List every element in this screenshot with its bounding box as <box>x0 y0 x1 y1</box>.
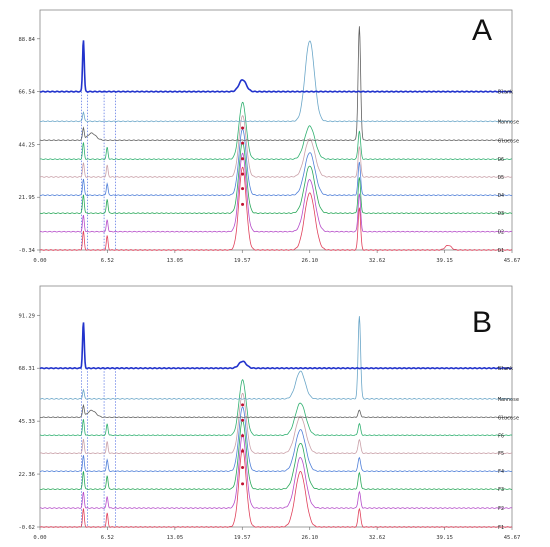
x-tick-label: 39.15 <box>436 258 453 264</box>
x-tick-label: 45.67 <box>504 258 521 264</box>
x-tick-label: 32.62 <box>369 535 386 541</box>
trace-label: D5 <box>498 175 504 181</box>
trace-glucose <box>39 403 513 419</box>
trace-f6 <box>39 379 513 437</box>
y-tick-label: -0.34 <box>18 248 35 254</box>
peak-marker <box>241 403 245 407</box>
trace-d5 <box>39 115 513 178</box>
trace-label: D3 <box>498 211 504 217</box>
peak-marker <box>241 187 245 191</box>
x-tick-label: 13.05 <box>167 535 184 541</box>
x-tick-label: 32.62 <box>369 258 386 264</box>
x-tick-label: 6.52 <box>101 535 114 541</box>
trace-label: Glucose <box>498 138 519 144</box>
trace-label: Glucose <box>498 415 519 421</box>
trace-label: F4 <box>498 469 504 475</box>
peak-marker <box>241 202 245 206</box>
y-tick-label: 88.84 <box>18 37 35 43</box>
panel-letter: B <box>472 306 492 339</box>
peak-marker <box>241 157 245 161</box>
trace-label: Blank <box>498 90 513 96</box>
trace-label: F1 <box>498 525 504 531</box>
trace-label: F2 <box>498 506 504 512</box>
y-tick-label: 68.31 <box>18 366 35 372</box>
trace-d2 <box>39 152 513 233</box>
peak-marker <box>241 482 245 486</box>
x-tick-label: 0.00 <box>33 535 46 541</box>
panel-a: -0.34 21.95 44.25 66.54 88.84 0.00 6.52 13.05 19… <box>18 9 521 264</box>
x-tick-label: 45.67 <box>504 535 521 541</box>
trace-blank <box>39 40 513 93</box>
y-tick-label: 45.33 <box>18 419 35 425</box>
peak-marker <box>241 449 245 453</box>
peak-marker <box>241 126 245 130</box>
x-tick-label: 6.52 <box>101 258 114 264</box>
y-tick-label: 21.95 <box>18 195 35 201</box>
trace-label: Mannose <box>498 397 519 403</box>
trace-d1 <box>39 166 513 251</box>
trace-d4 <box>39 128 513 196</box>
trace-label: Mannose <box>498 119 519 125</box>
x-tick-label: 0.00 <box>33 258 46 264</box>
peak-marker <box>241 466 245 470</box>
trace-d3 <box>39 141 513 214</box>
trace-mannose <box>39 40 513 123</box>
peak-marker <box>241 141 245 145</box>
trace-label: F3 <box>498 487 504 493</box>
x-tick-label: 19.57 <box>234 535 251 541</box>
panel-letter: A <box>472 14 492 47</box>
plot-frame <box>39 9 513 251</box>
peak-marker <box>241 434 245 438</box>
trace-f4 <box>39 406 513 472</box>
y-tick-label: 66.54 <box>18 90 35 96</box>
y-tick-label: -0.62 <box>18 525 35 531</box>
x-tick-label: 26.10 <box>301 258 318 264</box>
x-tick-label: 26.10 <box>301 535 318 541</box>
y-tick-label: 91.29 <box>18 313 35 319</box>
x-tick-label: 19.57 <box>234 258 251 264</box>
x-tick-label: 39.15 <box>436 535 453 541</box>
trace-glucose <box>39 26 513 142</box>
trace-label: Blank <box>498 366 513 372</box>
plot-frame <box>39 285 513 528</box>
y-tick-label: 22.36 <box>18 472 35 478</box>
trace-label: D2 <box>498 230 504 236</box>
peak-marker <box>241 172 245 176</box>
trace-mannose <box>39 316 513 400</box>
trace-label: D1 <box>498 248 504 254</box>
trace-f3 <box>39 419 513 490</box>
trace-label: D4 <box>498 193 504 199</box>
trace-label: F6 <box>498 433 504 439</box>
x-tick-label: 13.05 <box>167 258 184 264</box>
trace-label: F5 <box>498 451 504 457</box>
trace-f2 <box>39 433 513 509</box>
panel-b: -0.62 22.36 45.33 68.31 91.29 0.00 6.52 13.05 19… <box>18 285 521 541</box>
y-tick-label: 44.25 <box>18 142 35 148</box>
trace-f5 <box>39 392 513 454</box>
trace-blank <box>39 322 513 370</box>
trace-d6 <box>39 101 513 160</box>
trace-label: D6 <box>498 157 504 163</box>
peak-marker <box>241 418 245 422</box>
trace-f1 <box>39 448 513 528</box>
